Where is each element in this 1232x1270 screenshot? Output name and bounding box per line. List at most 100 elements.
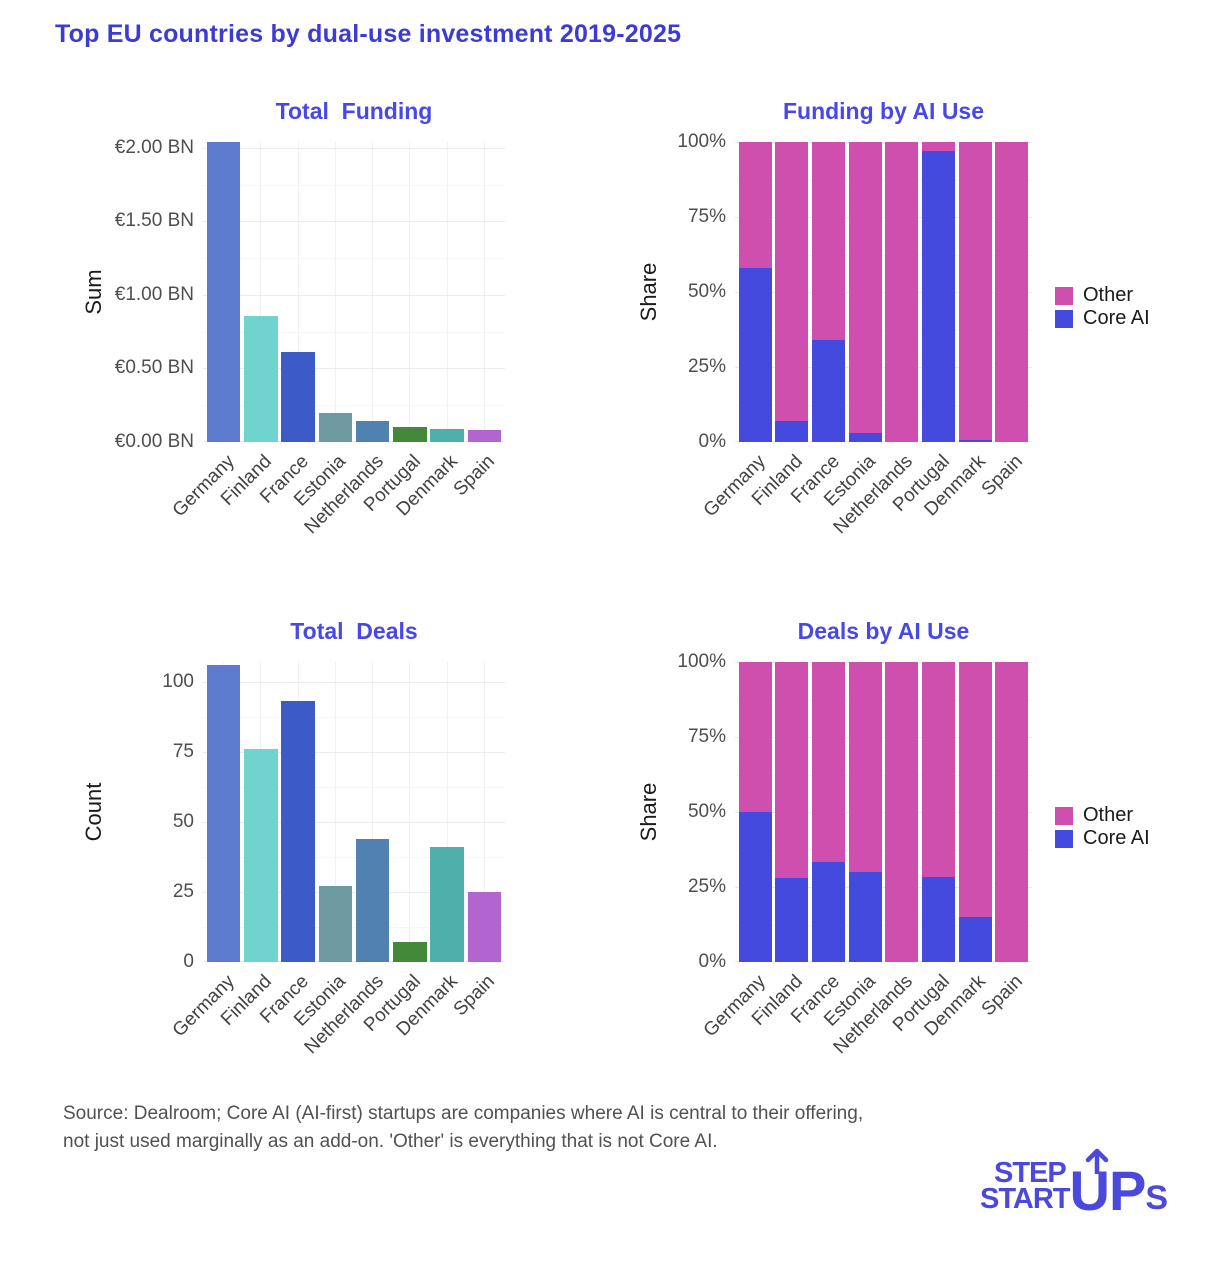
- legend-deals: Other Core AI: [1055, 804, 1150, 850]
- bar-germany: [206, 142, 241, 442]
- gridline-vertical: [483, 142, 485, 442]
- chart-deals-by-ai-use: Deals by AI Use Share Other Core AI 0% 25…: [615, 612, 1227, 1117]
- y-tick-label: 100%: [677, 131, 726, 152]
- gridline-minor: [203, 926, 505, 928]
- bar-segment-other-germany: [738, 142, 772, 268]
- gridline-minor: [203, 856, 505, 858]
- legend-item-core-ai: Core AI: [1055, 827, 1150, 850]
- bar-portugal: [393, 427, 427, 442]
- bar-netherlands: [355, 421, 390, 442]
- bar-denmark: [958, 662, 992, 962]
- gridline-minor: [203, 184, 505, 186]
- chart-title-total-funding: Total Funding: [275, 98, 433, 124]
- chart-title-funding-by-ai-use: Funding by AI Use: [782, 98, 985, 124]
- bar-germany: [738, 142, 772, 442]
- gridline-vertical: [334, 662, 336, 962]
- y-tick-label: €0.50 BN: [114, 357, 194, 379]
- bar-portugal: [393, 942, 427, 962]
- source-line-1: Source: Dealroom; Core AI (AI-first) sta…: [63, 1103, 864, 1124]
- gridline-major: [735, 217, 1032, 218]
- bar-segment-other-netherlands: [885, 662, 919, 962]
- gridline-minor: [203, 258, 505, 260]
- bar-spain: [995, 662, 1029, 962]
- bar-segment-other-france: [812, 662, 845, 862]
- bar-segment-core-ai-germany: [738, 812, 772, 962]
- chart-title-deals-by-ai-use: Deals by AI Use: [797, 618, 970, 644]
- legend-label-core-ai: Core AI: [1083, 307, 1150, 329]
- bar-finland: [244, 315, 278, 442]
- y-tick-label: 50%: [687, 281, 726, 302]
- bar-denmark: [430, 847, 464, 962]
- bar-segment-other-germany: [738, 662, 772, 812]
- gridline-major: [735, 887, 1032, 888]
- gridline-minor: [735, 774, 1032, 776]
- up-arrow-icon: [1085, 1148, 1108, 1174]
- y-tick-label: €1.00 BN: [114, 283, 194, 305]
- chart-title-total-deals: Total Deals: [290, 618, 418, 644]
- gridline-vertical: [372, 662, 374, 962]
- gridline-vertical: [297, 142, 299, 442]
- y-tick-label: €2.00 BN: [114, 136, 194, 158]
- logo-p-letter: P: [1108, 1159, 1146, 1222]
- legend-label-other: Other: [1083, 284, 1134, 306]
- bar-spain: [995, 142, 1029, 442]
- gridline-major: [735, 367, 1032, 368]
- plot-area-funding-by-ai-use: [735, 142, 1032, 442]
- bar-segment-other-finland: [775, 142, 809, 421]
- gridline-major: [203, 751, 505, 753]
- y-tick-label: 50: [172, 810, 194, 832]
- gridline-vertical: [446, 662, 448, 962]
- gridline-minor: [203, 786, 505, 788]
- bar-segment-other-portugal: [922, 662, 955, 877]
- gridline-major: [203, 821, 505, 823]
- bar-portugal: [922, 662, 955, 962]
- bar-germany: [738, 662, 772, 962]
- y-tick-label: 0%: [698, 431, 726, 452]
- bar-segment-core-ai-portugal: [922, 151, 955, 442]
- bar-finland: [775, 662, 809, 962]
- gridline-major: [203, 891, 505, 893]
- gridline-major: [203, 294, 505, 296]
- legend-item-core-ai: Core AI: [1055, 307, 1150, 330]
- y-tick-label: 25%: [687, 356, 726, 377]
- bar-estonia: [848, 142, 882, 442]
- gridline-major: [735, 812, 1032, 813]
- chart-total-funding: Total Funding Sum €0.00 BN €0.50 BN €1.00 …: [55, 92, 535, 597]
- gridline-major: [735, 662, 1032, 663]
- bar-segment-other-netherlands: [885, 142, 919, 442]
- bar-estonia: [318, 886, 353, 962]
- y-tick-label: 100%: [677, 651, 726, 672]
- gridline-major: [203, 147, 505, 149]
- bar-segment-core-ai-finland: [775, 878, 809, 962]
- bar-estonia: [318, 412, 353, 442]
- y-tick-label: 75: [172, 740, 194, 762]
- logo-start-text: START: [980, 1183, 1071, 1215]
- bar-segment-other-spain: [995, 662, 1029, 962]
- other-swatch: [1055, 806, 1073, 825]
- gridline-major: [203, 681, 505, 683]
- y-tick-label: 75%: [687, 726, 726, 747]
- bar-segment-other-france: [812, 142, 845, 340]
- core-ai-swatch: [1055, 829, 1073, 848]
- bar-finland: [775, 142, 809, 442]
- legend-label-other: Other: [1083, 804, 1134, 826]
- plot-area-total-funding: [203, 142, 505, 442]
- bar-segment-core-ai-estonia: [848, 872, 882, 962]
- bar-spain: [467, 891, 502, 962]
- bar-segment-other-spain: [995, 142, 1029, 442]
- logo-wordmark: STEP START: [980, 1159, 1071, 1215]
- chart-funding-by-ai-use: Funding by AI Use Share Other Core AI 0%…: [615, 92, 1227, 597]
- bar-segment-core-ai-portugal: [922, 876, 955, 962]
- gridline-vertical: [334, 142, 336, 442]
- page-title: Top EU countries by dual-use investment …: [55, 20, 682, 48]
- gridline-minor: [735, 849, 1032, 851]
- y-tick-label: 75%: [687, 206, 726, 227]
- bar-netherlands: [355, 838, 390, 962]
- legend-item-other: Other: [1055, 284, 1150, 307]
- source-note: Source: Dealroom; Core AI (AI-first) sta…: [63, 1100, 863, 1156]
- other-swatch: [1055, 286, 1073, 305]
- bar-segment-other-finland: [775, 662, 809, 878]
- bar-finland: [244, 748, 278, 962]
- bar-france: [812, 142, 845, 442]
